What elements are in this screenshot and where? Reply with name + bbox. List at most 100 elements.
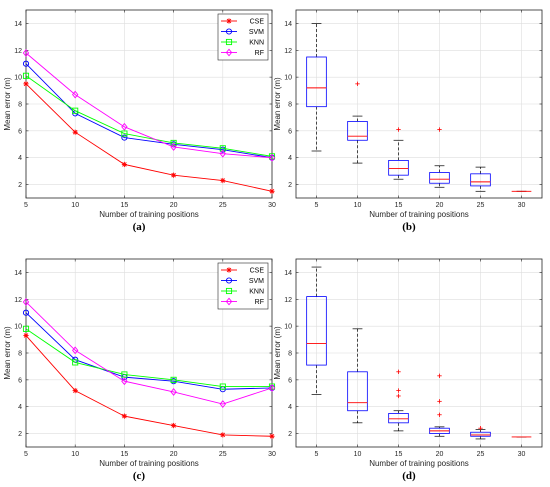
- marker-asterisk: [171, 172, 177, 178]
- y-tick-label: 10: [14, 75, 22, 82]
- outlier-point: [478, 426, 483, 431]
- marker-square: [22, 325, 30, 332]
- series-line-svm: [25, 312, 273, 390]
- y-tick-label: 4: [288, 404, 292, 411]
- y-tick-label: 10: [14, 324, 22, 331]
- marker-square: [225, 38, 233, 46]
- marker-circle: [225, 28, 233, 35]
- y-tick-label: 8: [288, 102, 292, 109]
- box-chart-3: 5 10 15 20 25 30 2 4 6 8 10 12 14 Number of training …: [273, 258, 543, 482]
- x-tick-label: 25: [219, 451, 227, 458]
- x-tick-label: 20: [170, 451, 178, 458]
- marker-stroke: [220, 178, 226, 183]
- marker-diamond: [225, 297, 233, 306]
- marker-diamond: [219, 400, 226, 408]
- marker-asterisk: [23, 81, 29, 87]
- marker-diamond: [72, 346, 79, 355]
- marker-circle: [22, 60, 30, 67]
- x-tick-label: 10: [354, 451, 362, 458]
- y-tick-label: 14: [284, 21, 292, 28]
- y-tick-label: 2: [288, 182, 292, 189]
- iqr-box: [429, 172, 450, 184]
- y-axis-label: Mean error (m): [3, 326, 12, 380]
- legend-label: KNN: [249, 289, 264, 296]
- marker-square: [22, 72, 30, 79]
- legend: CSE SVM KNN RF: [217, 13, 269, 61]
- marker-asterisk: [72, 129, 78, 135]
- y-axis-label: Mean error (m): [273, 326, 282, 380]
- x-tick-label: 20: [436, 451, 444, 458]
- y-tick-label: 14: [284, 270, 292, 277]
- marker-square: [121, 130, 128, 137]
- marker-diamond: [22, 49, 30, 57]
- legend: CSE SVM KNN RF: [217, 262, 269, 310]
- marker-stroke: [23, 333, 29, 338]
- y-tick-label: 12: [14, 297, 22, 304]
- iqr-box: [347, 121, 368, 141]
- y-tick-label: 14: [14, 270, 22, 277]
- marker-asterisk: [226, 267, 232, 273]
- marker-asterisk: [269, 433, 275, 439]
- y-tick-label: 10: [284, 75, 292, 82]
- marker-diamond: [121, 377, 128, 386]
- x-tick-label: 25: [219, 202, 227, 209]
- legend-label: SVM: [249, 29, 264, 36]
- y-tick-label: 8: [18, 102, 22, 109]
- marker-diamond: [268, 384, 276, 392]
- box-15: [388, 369, 409, 432]
- y-tick-label: 4: [18, 404, 22, 411]
- y-tick-label: 2: [18, 431, 22, 438]
- box-5: [306, 266, 327, 395]
- y-tick-label: 2: [18, 182, 22, 189]
- marker-diamond: [225, 48, 233, 57]
- y-tick-label: 6: [18, 377, 22, 384]
- x-axis-label: Number of training positions: [369, 459, 469, 468]
- iqr-box: [470, 431, 491, 437]
- outlier-point: [396, 127, 401, 132]
- marker-asterisk: [121, 413, 127, 419]
- marker-stroke: [226, 18, 232, 24]
- marker-circle: [225, 277, 233, 284]
- iqr-box: [306, 56, 327, 108]
- x-tick-label: 10: [354, 202, 362, 209]
- marker-square: [219, 383, 226, 390]
- iqr-box: [347, 371, 368, 412]
- series-line-knn: [25, 328, 272, 388]
- x-axis-label: Number of training positions: [99, 210, 199, 219]
- y-tick-label: 12: [284, 48, 292, 55]
- marker-asterisk: [220, 432, 226, 438]
- marker-square: [121, 371, 128, 378]
- marker-stroke: [122, 413, 127, 419]
- x-tick-label: 25: [477, 451, 485, 458]
- legend-label: RF: [255, 299, 264, 306]
- y-tick-label: 10: [284, 324, 292, 331]
- outlier-point: [437, 399, 442, 404]
- box-chart-1: 5 10 15 20 25 30 2 4 6 8 10 12 14 Number of training …: [273, 9, 543, 233]
- y-tick-label: 4: [288, 155, 292, 162]
- x-tick-label: 10: [71, 202, 79, 209]
- marker-square: [268, 383, 276, 390]
- outlier-point: [396, 393, 401, 399]
- marker-stroke: [23, 81, 29, 87]
- line-chart-0: 5 10 15 20 25 30 2 4 6 8 10 12 14 Number of training …: [3, 9, 276, 233]
- x-tick-label: 5: [24, 202, 28, 209]
- marker-circle: [121, 134, 128, 141]
- marker-square: [268, 153, 276, 160]
- x-tick-label: 15: [121, 451, 129, 458]
- marker-diamond: [72, 90, 79, 99]
- x-tick-label: 30: [268, 451, 276, 458]
- marker-diamond: [170, 143, 177, 151]
- series-line-cse: [25, 335, 273, 437]
- y-tick-label: 6: [18, 128, 22, 135]
- marker-stroke: [72, 129, 78, 135]
- x-tick-label: 15: [395, 202, 403, 209]
- series-line-cse: [25, 83, 273, 192]
- marker-asterisk: [72, 388, 78, 394]
- marker-circle: [22, 309, 30, 316]
- series-line-rf: [25, 52, 273, 159]
- marker-diamond: [268, 153, 276, 162]
- marker-stroke: [171, 172, 176, 178]
- y-tick-label: 4: [18, 155, 22, 162]
- y-tick-label: 2: [288, 431, 292, 438]
- box-20: [429, 373, 450, 437]
